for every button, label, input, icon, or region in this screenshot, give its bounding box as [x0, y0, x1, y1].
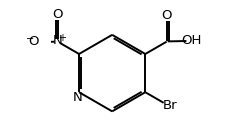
Text: −: − [26, 34, 34, 44]
Text: O: O [53, 8, 63, 21]
Text: Br: Br [162, 99, 177, 112]
Text: O: O [161, 9, 172, 22]
Text: O: O [28, 35, 38, 48]
Text: N: N [53, 34, 63, 47]
Text: +: + [58, 33, 66, 43]
Text: OH: OH [181, 34, 201, 47]
Text: N: N [73, 91, 82, 104]
